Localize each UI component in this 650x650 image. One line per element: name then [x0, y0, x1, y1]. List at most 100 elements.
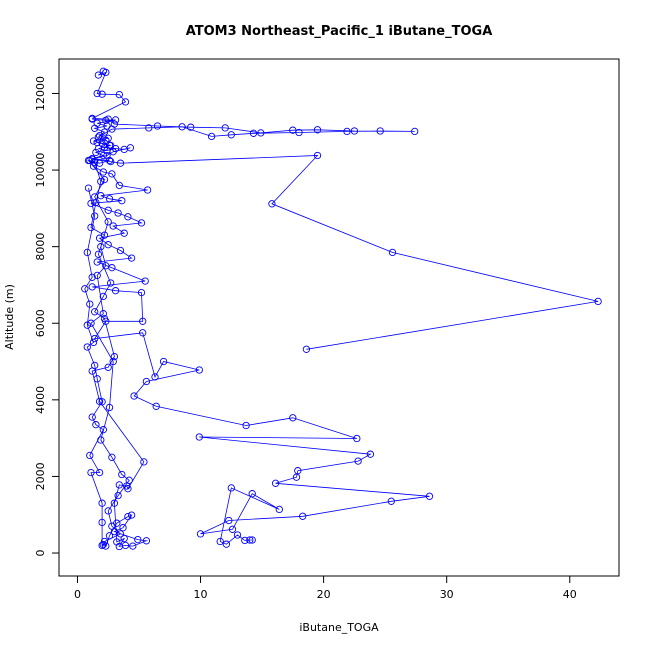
data-point [115, 481, 123, 489]
x-axis-label: iButane_TOGA [299, 621, 379, 634]
series-line [90, 165, 430, 545]
data-point [99, 292, 107, 301]
data-point [111, 144, 120, 153]
data-point [93, 258, 101, 266]
data-point [95, 397, 104, 406]
data-point [289, 126, 297, 134]
data-point [91, 212, 99, 220]
series-layer [81, 67, 602, 551]
data-point [89, 338, 98, 347]
data-point [99, 151, 107, 160]
x-tick-label: 0 [74, 588, 81, 601]
data-point [343, 127, 351, 136]
data-point [93, 375, 101, 383]
data-point [114, 209, 122, 217]
y-tick-label: 10000 [34, 153, 47, 188]
y-axis: 0 2000 4000 6000 8000 10000 12000 [34, 76, 60, 557]
data-point [99, 426, 107, 434]
data-point [222, 540, 231, 548]
data-point [140, 458, 148, 466]
data-point [119, 524, 127, 532]
data-point [94, 71, 103, 79]
data-point [289, 414, 297, 422]
data-point [88, 273, 96, 281]
data-point [139, 317, 147, 325]
data-point [271, 479, 280, 487]
data-point [102, 116, 110, 124]
data-point [105, 403, 114, 412]
data-point [221, 124, 229, 132]
data-point [353, 434, 361, 443]
data-point [86, 300, 94, 308]
data-point [152, 402, 160, 410]
data-point [116, 159, 125, 167]
data-point [114, 491, 122, 500]
data-point [134, 535, 142, 544]
data-point [83, 343, 91, 351]
data-point [102, 68, 110, 77]
x-tick-label: 10 [194, 588, 208, 601]
data-point [248, 536, 256, 544]
data-point [92, 148, 100, 157]
data-point [127, 254, 136, 262]
data-point [118, 197, 126, 205]
data-point [87, 319, 95, 327]
data-point [107, 279, 115, 287]
data-point [292, 473, 301, 481]
plot-frame [58, 58, 620, 577]
data-point [110, 499, 119, 507]
data-point [100, 128, 109, 136]
data-point [105, 156, 114, 165]
x-tick-label: 40 [563, 588, 577, 601]
x-axis: 0 10 20 30 40 [74, 575, 577, 601]
data-point [98, 139, 106, 147]
data-point [108, 522, 116, 530]
y-tick-label: 2000 [34, 462, 47, 490]
data-point [98, 90, 106, 98]
data-point [115, 181, 123, 190]
data-point [120, 229, 128, 237]
data-point [120, 534, 128, 543]
data-point [116, 530, 125, 538]
data-point [98, 518, 106, 527]
y-tick-label: 12000 [34, 76, 47, 111]
y-axis-label: Altitude (m) [3, 284, 16, 350]
data-point [142, 377, 151, 386]
data-point [105, 195, 114, 203]
data-point [159, 357, 168, 366]
data-point [94, 144, 103, 153]
data-point [216, 537, 224, 546]
data-point [376, 127, 384, 135]
data-point [121, 98, 130, 106]
data-point [87, 223, 95, 232]
data-point [115, 90, 123, 99]
data-point [88, 154, 96, 163]
data-point [102, 262, 110, 270]
data-point [83, 248, 91, 257]
data-point [81, 285, 89, 293]
data-point [242, 421, 250, 430]
data-point [91, 193, 99, 201]
data-point [104, 363, 112, 371]
series-line [84, 160, 148, 548]
data-point [143, 186, 152, 194]
y-tick-label: 4000 [34, 386, 47, 414]
data-point [225, 516, 233, 525]
data-point [295, 128, 303, 137]
data-point [91, 334, 99, 343]
data-point [299, 512, 307, 520]
data-point [97, 436, 105, 444]
data-point [104, 507, 112, 515]
data-point [124, 213, 132, 221]
data-point [104, 241, 112, 249]
data-point [95, 468, 104, 477]
data-point [87, 468, 95, 477]
data-point [104, 134, 112, 142]
data-point [195, 366, 203, 374]
data-point [99, 168, 107, 176]
data-point [88, 283, 96, 291]
data-point [313, 126, 322, 134]
data-point [411, 127, 419, 136]
data-point [84, 184, 93, 192]
data-point [103, 146, 111, 155]
